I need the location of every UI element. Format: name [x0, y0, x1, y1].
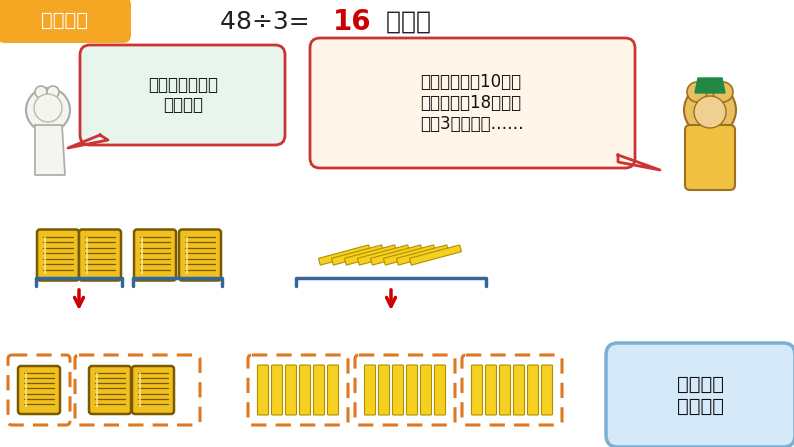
FancyBboxPatch shape — [80, 45, 285, 145]
FancyBboxPatch shape — [257, 365, 268, 415]
Polygon shape — [410, 245, 461, 265]
FancyBboxPatch shape — [272, 365, 283, 415]
Text: 先每个花瓶插10枝，
再把剩下的18枝平均
插到3个花瓶中……: 先每个花瓶插10枝， 再把剩下的18枝平均 插到3个花瓶中…… — [420, 73, 524, 133]
FancyBboxPatch shape — [327, 365, 338, 415]
Polygon shape — [618, 155, 660, 170]
FancyBboxPatch shape — [8, 355, 70, 425]
Text: 用小棒摆一摆，
算一算。: 用小棒摆一摆， 算一算。 — [148, 76, 218, 114]
Polygon shape — [318, 245, 371, 265]
FancyBboxPatch shape — [299, 365, 310, 415]
FancyBboxPatch shape — [18, 366, 60, 414]
Circle shape — [47, 86, 59, 98]
Circle shape — [34, 94, 62, 122]
FancyBboxPatch shape — [527, 365, 538, 415]
Circle shape — [684, 84, 736, 136]
FancyBboxPatch shape — [485, 365, 496, 415]
FancyBboxPatch shape — [248, 355, 348, 425]
FancyBboxPatch shape — [392, 365, 403, 415]
Text: 用竖式怎
样计算？: 用竖式怎 样计算？ — [676, 375, 723, 416]
FancyBboxPatch shape — [75, 355, 200, 425]
FancyBboxPatch shape — [314, 365, 325, 415]
FancyBboxPatch shape — [514, 365, 525, 415]
Polygon shape — [345, 245, 396, 265]
FancyBboxPatch shape — [37, 229, 79, 281]
Circle shape — [35, 86, 47, 98]
FancyBboxPatch shape — [310, 38, 635, 168]
Polygon shape — [396, 245, 449, 265]
FancyBboxPatch shape — [685, 125, 735, 190]
Text: （枝）: （枝） — [378, 10, 431, 34]
Polygon shape — [68, 135, 108, 148]
Polygon shape — [357, 245, 410, 265]
Text: 48÷3=: 48÷3= — [220, 10, 318, 34]
Circle shape — [687, 82, 707, 102]
FancyBboxPatch shape — [472, 365, 483, 415]
FancyBboxPatch shape — [355, 355, 455, 425]
Polygon shape — [35, 125, 65, 175]
Text: 探究新知: 探究新知 — [40, 10, 87, 30]
FancyBboxPatch shape — [134, 229, 176, 281]
Polygon shape — [331, 245, 384, 265]
FancyBboxPatch shape — [132, 366, 174, 414]
FancyBboxPatch shape — [462, 355, 562, 425]
Circle shape — [713, 82, 733, 102]
FancyBboxPatch shape — [606, 343, 794, 447]
FancyBboxPatch shape — [434, 365, 445, 415]
FancyBboxPatch shape — [379, 365, 390, 415]
Polygon shape — [371, 245, 422, 265]
Circle shape — [694, 96, 726, 128]
Circle shape — [26, 88, 70, 132]
FancyBboxPatch shape — [364, 365, 376, 415]
Text: 16: 16 — [333, 8, 372, 36]
FancyBboxPatch shape — [421, 365, 431, 415]
FancyBboxPatch shape — [89, 366, 131, 414]
FancyBboxPatch shape — [79, 229, 121, 281]
Polygon shape — [384, 245, 436, 265]
FancyBboxPatch shape — [286, 365, 296, 415]
FancyBboxPatch shape — [0, 0, 131, 43]
FancyBboxPatch shape — [179, 229, 221, 281]
FancyBboxPatch shape — [407, 365, 418, 415]
FancyBboxPatch shape — [542, 365, 553, 415]
FancyBboxPatch shape — [499, 365, 511, 415]
Polygon shape — [695, 78, 725, 93]
